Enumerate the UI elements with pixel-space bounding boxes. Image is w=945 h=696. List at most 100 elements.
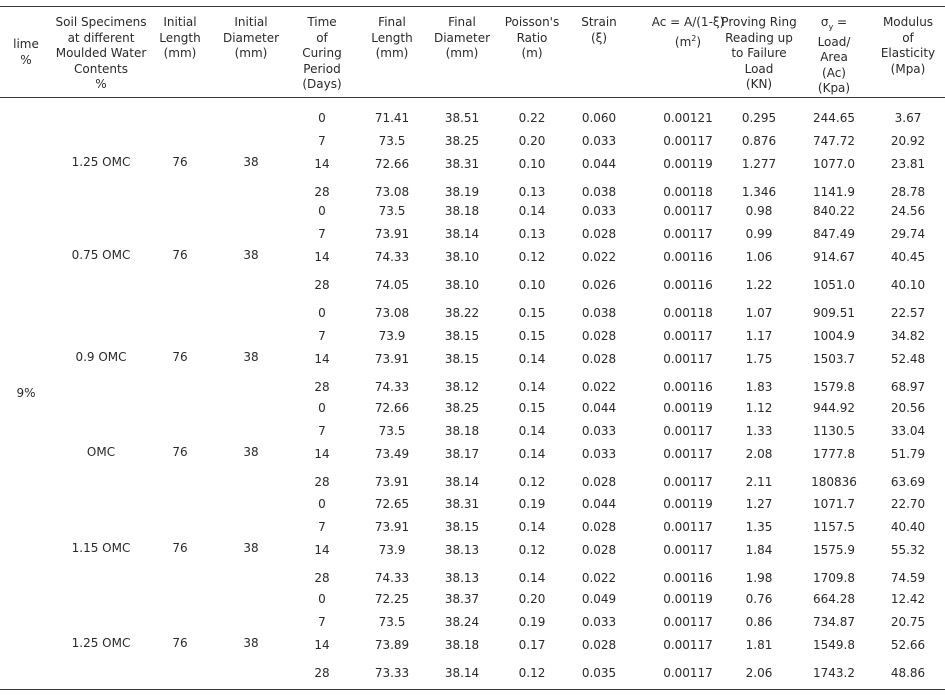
- sigma-cell: 1141.9: [813, 185, 855, 199]
- strain-cell: 0.028: [581, 475, 617, 489]
- sigma-cell: 1077.0: [813, 157, 855, 171]
- poisson-cell: 0.10: [518, 278, 546, 292]
- poisson-cell: 0.15: [518, 329, 546, 343]
- header-text: =: [833, 15, 848, 29]
- header-line: Time: [307, 15, 337, 29]
- ac-cell: 0.00117: [663, 134, 713, 148]
- header-line: Poisson's: [504, 15, 560, 29]
- final-diameter-cell: 38.18: [444, 638, 480, 652]
- sigma-cell: 909.51: [813, 306, 855, 320]
- strain-cell: 0.028: [581, 543, 617, 557]
- header-poisson: Poisson's Ratio (m): [500, 15, 564, 62]
- header-specimens: Soil Specimens at different Moulded Wate…: [50, 15, 152, 93]
- time-cell: 14: [314, 157, 330, 171]
- sigma-cell: 1157.5: [813, 520, 855, 534]
- strain-cell: 0.044: [581, 401, 617, 415]
- final-length-cell: 73.91: [374, 475, 410, 489]
- header-line: (m2): [638, 31, 738, 51]
- sigma-cell: 664.28: [813, 592, 855, 606]
- strain-cell: 0.022: [581, 571, 617, 585]
- proving-ring-cell: 1.33: [745, 424, 773, 438]
- time-cell: 28: [314, 666, 330, 680]
- header-line: to Failure: [731, 46, 787, 60]
- final-length-cell: 73.91: [374, 520, 410, 534]
- header-line: at different: [67, 30, 135, 45]
- header-line: (Ac): [822, 65, 846, 80]
- proving-ring-cell: 0.295: [741, 111, 777, 125]
- sigma-cell: 1130.5: [813, 424, 855, 438]
- sigma-cell: 914.67: [813, 250, 855, 264]
- modulus-cell: 74.59: [890, 571, 926, 585]
- poisson-cell: 0.14: [518, 571, 546, 585]
- final-length-cell: 73.33: [374, 666, 410, 680]
- final-length-cell: 73.9: [378, 329, 406, 343]
- header-line: Modulus: [882, 15, 934, 29]
- sigma-cell: 1777.8: [813, 447, 855, 461]
- header-line: Elasticity: [880, 46, 936, 60]
- initial-diameter-cell: 38: [243, 247, 259, 262]
- final-diameter-cell: 38.22: [444, 306, 480, 320]
- strain-cell: 0.028: [581, 638, 617, 652]
- header-line: Load: [744, 61, 774, 76]
- specimen-label: 0.75 OMC: [71, 247, 131, 262]
- header-line: Initial: [234, 15, 268, 29]
- final-length-cell: 74.05: [374, 278, 410, 292]
- header-line: Soil Specimens: [55, 15, 147, 29]
- initial-diameter-cell: 38: [243, 154, 259, 169]
- final-length-cell: 73.49: [374, 447, 410, 461]
- poisson-cell: 0.10: [518, 157, 546, 171]
- final-length-cell: 72.66: [374, 401, 410, 415]
- header-lime-line: %: [20, 52, 32, 67]
- strain-cell: 0.026: [581, 278, 617, 292]
- final-diameter-cell: 38.18: [444, 424, 480, 438]
- poisson-cell: 0.15: [518, 401, 546, 415]
- modulus-cell: 40.40: [890, 520, 926, 534]
- strain-cell: 0.038: [581, 185, 617, 199]
- modulus-cell: 34.82: [890, 329, 926, 343]
- header-text: ): [696, 34, 702, 49]
- poisson-cell: 0.22: [518, 111, 546, 125]
- time-cell: 0: [318, 592, 326, 606]
- poisson-cell: 0.12: [518, 475, 546, 489]
- modulus-cell: 20.56: [890, 401, 926, 415]
- strain-cell: 0.022: [581, 380, 617, 394]
- sigma-cell: 944.92: [813, 401, 855, 415]
- ac-cell: 0.00119: [663, 592, 713, 606]
- final-diameter-cell: 38.51: [444, 111, 480, 125]
- poisson-cell: 0.14: [518, 447, 546, 461]
- modulus-cell: 52.48: [890, 352, 926, 366]
- strain-cell: 0.033: [581, 424, 617, 438]
- proving-ring-cell: 1.346: [741, 185, 777, 199]
- sigma-cell: 1575.9: [813, 543, 855, 557]
- poisson-cell: 0.14: [518, 204, 546, 218]
- modulus-cell: 20.75: [890, 615, 926, 629]
- ac-cell: 0.00117: [663, 520, 713, 534]
- header-final-diameter: Final Diameter (mm): [429, 15, 495, 62]
- header-line: Strain: [581, 15, 617, 29]
- final-length-cell: 74.33: [374, 250, 410, 264]
- header-line: (m): [521, 46, 543, 60]
- header-sigma: σy = Load/ Area (Ac) (Kpa): [806, 15, 862, 97]
- header-line: (mm): [234, 46, 268, 60]
- proving-ring-cell: 0.76: [745, 592, 773, 606]
- final-length-cell: 73.08: [374, 306, 410, 320]
- header-line: Contents: [74, 61, 128, 76]
- initial-diameter-cell: 38: [243, 540, 259, 555]
- final-length-cell: 72.65: [374, 497, 410, 511]
- poisson-cell: 0.19: [518, 615, 546, 629]
- final-diameter-cell: 38.17: [444, 447, 480, 461]
- sigma-cell: 1071.7: [813, 497, 855, 511]
- initial-diameter-cell: 38: [243, 635, 259, 650]
- time-cell: 28: [314, 571, 330, 585]
- time-cell: 7: [318, 424, 326, 438]
- time-cell: 7: [318, 615, 326, 629]
- header-line: Initial: [163, 15, 197, 29]
- header-line: Moulded Water: [55, 46, 147, 60]
- initial-diameter-cell: 38: [243, 349, 259, 364]
- sigma-cell: 1503.7: [813, 352, 855, 366]
- time-cell: 14: [314, 543, 330, 557]
- ac-cell: 0.00118: [663, 306, 713, 320]
- header-line: Diameter: [222, 30, 280, 45]
- ac-cell: 0.00117: [663, 447, 713, 461]
